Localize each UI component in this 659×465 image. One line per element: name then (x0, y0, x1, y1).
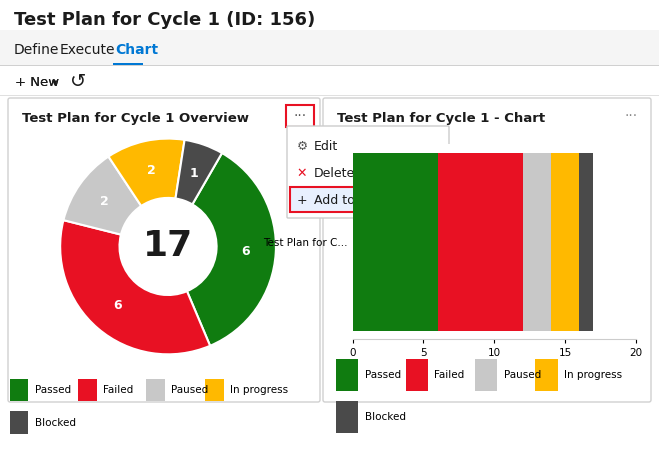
Text: 6: 6 (241, 245, 250, 258)
Text: Blocked: Blocked (364, 412, 405, 422)
Text: Paused: Paused (503, 370, 541, 380)
FancyBboxPatch shape (323, 98, 651, 402)
Text: Paused: Paused (171, 385, 208, 395)
Bar (0, 66, 659, 96)
Bar (10, 411, 28, 434)
Text: Add to dashboard: Add to dashboard (314, 193, 425, 206)
Wedge shape (60, 220, 210, 354)
Text: 1: 1 (190, 166, 198, 179)
Text: Failed: Failed (103, 385, 133, 395)
Bar (286, 105, 314, 127)
FancyBboxPatch shape (287, 126, 449, 218)
Text: Execute: Execute (60, 43, 115, 57)
Wedge shape (63, 157, 141, 235)
Text: ⚙: ⚙ (297, 140, 308, 153)
Text: Delete: Delete (314, 166, 355, 179)
Bar (336, 359, 358, 391)
Text: ···: ··· (625, 109, 637, 123)
Bar (0, 65, 659, 66)
Text: In progress: In progress (230, 385, 288, 395)
Bar (290, 160, 446, 185)
Text: +: + (297, 193, 307, 206)
Text: Blocked: Blocked (35, 418, 76, 428)
Text: Chart: Chart (115, 43, 158, 57)
Text: ▾: ▾ (52, 78, 57, 88)
Wedge shape (109, 139, 185, 206)
Text: Edit: Edit (314, 140, 338, 153)
Text: Test Plan for Cycle 1 (ID: 156): Test Plan for Cycle 1 (ID: 156) (14, 11, 315, 29)
Text: 17: 17 (143, 229, 193, 264)
Text: ✕: ✕ (297, 166, 307, 179)
Text: 2: 2 (147, 164, 156, 177)
Bar (113, 63, 143, 66)
Bar (475, 359, 498, 391)
Text: ↺: ↺ (70, 73, 86, 92)
Bar (523, 153, 551, 331)
Bar (205, 379, 223, 401)
FancyBboxPatch shape (8, 98, 320, 402)
Text: Passed: Passed (35, 385, 71, 395)
Bar (78, 379, 97, 401)
Text: 6: 6 (113, 299, 122, 312)
Bar (353, 153, 438, 331)
Bar (0, 30, 659, 65)
Bar (290, 187, 446, 212)
Text: Test Plan for Cycle 1 - Chart: Test Plan for Cycle 1 - Chart (337, 112, 545, 125)
Text: Test Plan for Cycle 1 Overview: Test Plan for Cycle 1 Overview (22, 112, 249, 125)
Bar (406, 359, 428, 391)
Wedge shape (187, 153, 276, 346)
Bar (535, 359, 558, 391)
Bar (551, 153, 579, 331)
Bar (0, 0, 659, 30)
Bar (146, 379, 165, 401)
Bar (0, 95, 659, 96)
Text: Failed: Failed (434, 370, 465, 380)
Bar (336, 401, 358, 433)
Text: ···: ··· (293, 109, 306, 123)
Text: Define: Define (14, 43, 59, 57)
Bar (579, 153, 594, 331)
Bar (10, 379, 28, 401)
Bar (438, 153, 523, 331)
Text: + New: + New (15, 75, 59, 88)
Bar (290, 133, 446, 158)
Wedge shape (175, 140, 222, 205)
Text: + New: + New (15, 75, 59, 88)
Text: In progress: In progress (564, 370, 622, 380)
Text: Passed: Passed (364, 370, 401, 380)
Text: 2: 2 (100, 195, 109, 208)
